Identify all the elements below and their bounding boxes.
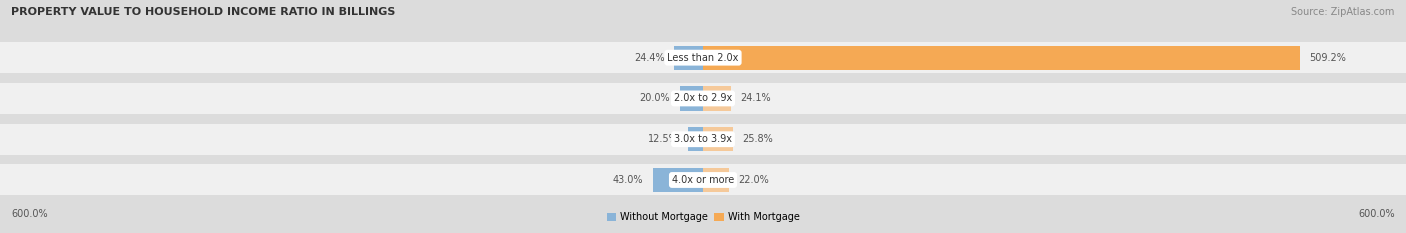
Text: PROPERTY VALUE TO HOUSEHOLD INCOME RATIO IN BILLINGS: PROPERTY VALUE TO HOUSEHOLD INCOME RATIO… (11, 7, 395, 17)
Text: 12.5%: 12.5% (648, 134, 679, 144)
Bar (703, 168, 728, 192)
Text: Source: ZipAtlas.com: Source: ZipAtlas.com (1291, 7, 1395, 17)
Text: 3.0x to 3.9x: 3.0x to 3.9x (673, 134, 733, 144)
Text: 4.0x or more: 4.0x or more (672, 175, 734, 185)
Text: 20.0%: 20.0% (640, 93, 671, 103)
Text: 22.0%: 22.0% (738, 175, 769, 185)
Bar (652, 168, 703, 192)
Bar (703, 86, 731, 110)
Text: 25.8%: 25.8% (742, 134, 773, 144)
Text: 43.0%: 43.0% (613, 175, 644, 185)
Text: 600.0%: 600.0% (11, 209, 48, 219)
Text: 600.0%: 600.0% (1358, 209, 1395, 219)
Bar (689, 127, 703, 151)
Text: 2.0x to 2.9x: 2.0x to 2.9x (673, 93, 733, 103)
Text: 24.4%: 24.4% (634, 53, 665, 63)
Text: 24.1%: 24.1% (741, 93, 772, 103)
Text: Less than 2.0x: Less than 2.0x (668, 53, 738, 63)
Bar (679, 86, 703, 110)
Bar (675, 46, 703, 70)
Bar (703, 46, 1299, 70)
Bar (703, 127, 734, 151)
Text: 509.2%: 509.2% (1309, 53, 1346, 63)
Legend: Without Mortgage, With Mortgage: Without Mortgage, With Mortgage (603, 208, 803, 226)
